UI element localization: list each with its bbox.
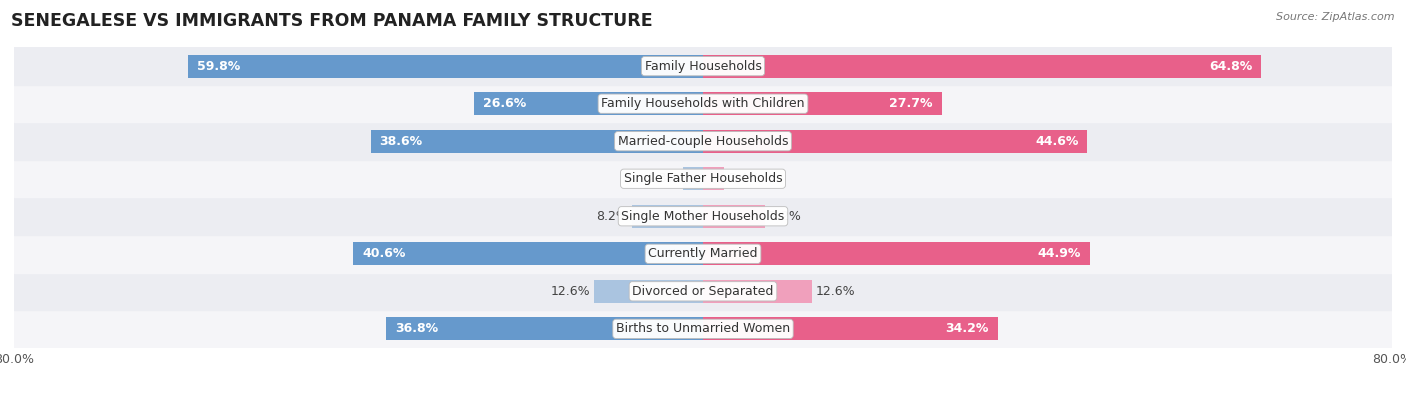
Bar [683,167,703,190]
Bar [703,55,1261,78]
Text: Divorced or Separated: Divorced or Separated [633,285,773,298]
Bar [703,92,942,115]
Bar [14,235,1392,273]
Text: Source: ZipAtlas.com: Source: ZipAtlas.com [1277,12,1395,22]
Bar [14,160,1392,198]
Text: 44.9%: 44.9% [1038,247,1081,260]
Text: 7.2%: 7.2% [769,210,801,223]
Text: Single Father Households: Single Father Households [624,172,782,185]
Text: 36.8%: 36.8% [395,322,437,335]
Text: Married-couple Households: Married-couple Households [617,135,789,148]
Text: 59.8%: 59.8% [197,60,240,73]
Bar [371,130,703,153]
Bar [703,280,811,303]
Text: Births to Unmarried Women: Births to Unmarried Women [616,322,790,335]
Bar [188,55,703,78]
Text: 2.3%: 2.3% [647,172,679,185]
Text: Currently Married: Currently Married [648,247,758,260]
Bar [353,242,703,265]
Text: 38.6%: 38.6% [380,135,422,148]
Text: SENEGALESE VS IMMIGRANTS FROM PANAMA FAMILY STRUCTURE: SENEGALESE VS IMMIGRANTS FROM PANAMA FAM… [11,12,652,30]
Text: 64.8%: 64.8% [1209,60,1253,73]
Text: Family Households with Children: Family Households with Children [602,97,804,110]
Text: 2.4%: 2.4% [728,172,759,185]
Text: 12.6%: 12.6% [815,285,855,298]
Text: 34.2%: 34.2% [946,322,988,335]
Bar [633,205,703,228]
Text: 44.6%: 44.6% [1035,135,1078,148]
Bar [703,242,1090,265]
Bar [387,317,703,340]
Bar [14,198,1392,235]
Bar [14,47,1392,85]
Text: 26.6%: 26.6% [482,97,526,110]
Bar [595,280,703,303]
Bar [474,92,703,115]
Text: 27.7%: 27.7% [890,97,934,110]
Text: 12.6%: 12.6% [551,285,591,298]
Bar [703,130,1087,153]
Text: Family Households: Family Households [644,60,762,73]
Bar [14,122,1392,160]
Bar [14,273,1392,310]
Bar [14,310,1392,348]
Bar [703,167,724,190]
Text: 40.6%: 40.6% [361,247,405,260]
Bar [703,205,765,228]
Text: 8.2%: 8.2% [596,210,628,223]
Bar [14,85,1392,122]
Bar [703,317,997,340]
Text: Single Mother Households: Single Mother Households [621,210,785,223]
